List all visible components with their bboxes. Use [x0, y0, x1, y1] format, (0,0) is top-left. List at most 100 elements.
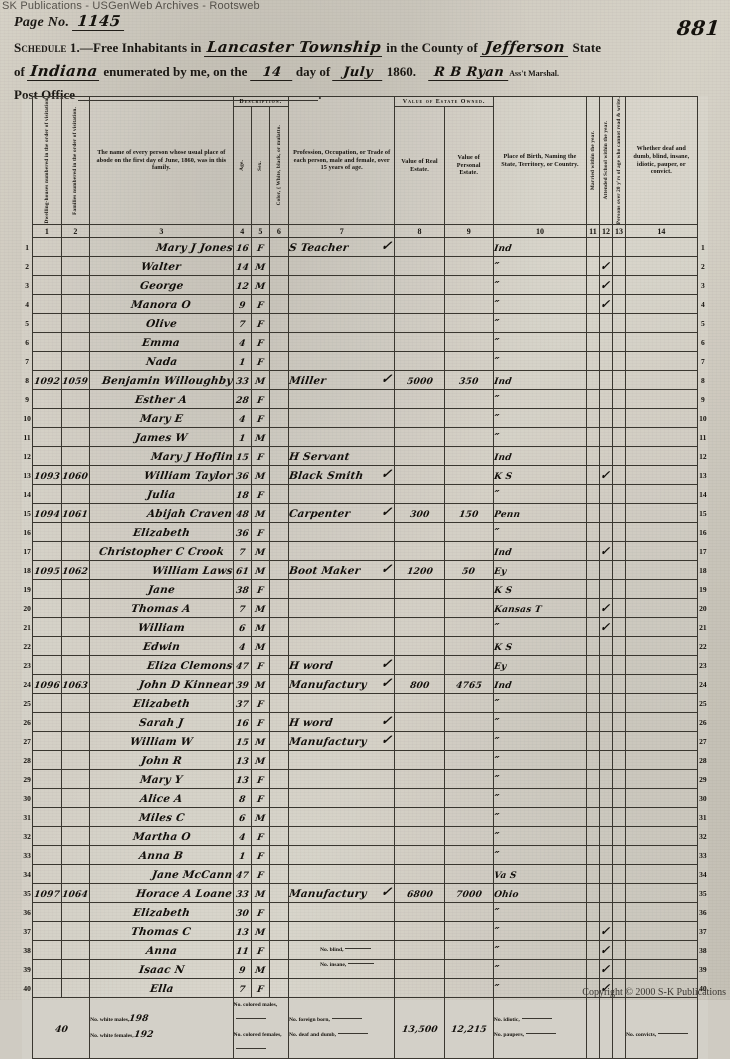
- table-row[interactable]: 3 George 12 M ″ ✓ 3: [22, 275, 708, 296]
- person-name-value: Ella: [148, 983, 174, 996]
- table-row[interactable]: 21 William 6 M ″ ✓ 21: [22, 617, 708, 638]
- table-row[interactable]: 9 Esther A 28 F ″ 9: [22, 389, 708, 410]
- person-name: Edwin: [89, 636, 234, 657]
- infirmity: [624, 560, 698, 581]
- color: [268, 522, 289, 543]
- table-row[interactable]: 37 Thomas C 13 M ″ ✓ 37: [22, 921, 708, 942]
- table-row[interactable]: 14 Julia 18 F ″ 14: [22, 484, 708, 505]
- table-row[interactable]: 39 Isaac N 9 M ″ ✓ 39: [22, 959, 708, 980]
- row-number-right: 17: [699, 546, 707, 556]
- occupation: [287, 351, 396, 372]
- row-number-right: 5: [700, 318, 705, 328]
- table-row[interactable]: 20 Thomas A 7 M Kansas T ✓ 20: [22, 598, 708, 619]
- occupation: [287, 313, 396, 334]
- dwelling-number: [32, 750, 62, 771]
- table-row[interactable]: 2 Walter 14 M ″ ✓ 2: [22, 256, 708, 277]
- color: [268, 484, 289, 505]
- col1-header: Dwelling-houses numbered in the order of…: [43, 97, 50, 224]
- table-row[interactable]: 22 Edwin 4 M K S 22: [22, 636, 708, 657]
- occupation: Manufactury ✓: [287, 674, 396, 695]
- married-within-year: [586, 313, 600, 334]
- row-number-right: 36: [699, 907, 707, 917]
- table-row[interactable]: 12 Mary J Hoflin 15 F H Servant Ind 12: [22, 446, 708, 467]
- colnum-5: 5: [250, 224, 270, 239]
- occupation: [287, 845, 396, 866]
- table-row[interactable]: 16 Elizabeth 36 F ″ 16: [22, 522, 708, 543]
- table-row[interactable]: 23 Eliza Clemons 47 F H word ✓ Ey 23: [22, 655, 708, 676]
- person-name-value: Edwin: [141, 641, 181, 654]
- sex: F: [250, 826, 270, 847]
- table-row[interactable]: 4 Manora O 9 F ″ ✓ 4: [22, 294, 708, 315]
- real-estate-value-value: 6800: [405, 890, 434, 901]
- table-row[interactable]: 26 Sarah J 16 F H word ✓ ″ 26: [22, 712, 708, 733]
- color: [268, 826, 289, 847]
- place-of-birth-value: K S: [493, 586, 513, 597]
- table-row[interactable]: 33 Anna B 1 F ″ 33: [22, 845, 708, 866]
- age-value: 1: [238, 852, 247, 863]
- sex-value: F: [256, 529, 265, 540]
- color: [268, 427, 289, 448]
- colnum-10: 10: [492, 224, 588, 239]
- table-row[interactable]: 34 Jane McCann 47 F Va S 34: [22, 864, 708, 885]
- place-of-birth: Ind: [492, 370, 588, 391]
- table-row[interactable]: 8 1092 1059 Benjamin Willoughby 33 M Miller ✓ 50…: [22, 370, 708, 391]
- attended-school: [598, 560, 614, 581]
- real-estate-value: [394, 788, 445, 809]
- table-row[interactable]: 19 Jane 38 F K S 19: [22, 579, 708, 600]
- age: 9: [232, 294, 252, 315]
- table-row[interactable]: 35 1097 1064 Horace A Loane 33 M Manufactury ✓ 6…: [22, 883, 708, 904]
- table-row[interactable]: 7 Nada 1 F ″ 7: [22, 351, 708, 372]
- row-number-left: 22: [23, 641, 31, 651]
- table-row[interactable]: 29 Mary Y 13 F ″ 29: [22, 769, 708, 790]
- table-row[interactable]: 6 Emma 4 F ″ 6: [22, 332, 708, 353]
- family-number: [60, 731, 91, 752]
- table-row[interactable]: 18 1095 1062 William Laws 61 M Boot Maker ✓ 1200…: [22, 560, 708, 581]
- color: [268, 256, 289, 277]
- table-row[interactable]: 1 Mary J Jones 16 F S Teacher ✓ Ind 1: [22, 237, 708, 258]
- col4-header: Age.: [239, 160, 246, 171]
- cannot-read-write: [612, 883, 626, 904]
- personal-estate-value: [443, 522, 494, 543]
- person-name-value: William: [137, 622, 186, 635]
- table-row[interactable]: 40 Ella 7 F ″ ✓ 40: [22, 978, 708, 999]
- table-row[interactable]: 17 Christopher C Crook 7 M Ind ✓ 17: [22, 541, 708, 562]
- row-number-right: 27: [699, 736, 707, 746]
- table-row[interactable]: 15 1094 1061 Abijah Craven 48 M Carpenter ✓ 300 1…: [22, 503, 708, 524]
- white-females-value: 192: [133, 1030, 154, 1041]
- sex-value: M: [254, 282, 267, 293]
- table-row[interactable]: 27 William W 15 M Manufactury ✓ ″ 27: [22, 731, 708, 752]
- married-within-year: [586, 598, 600, 619]
- table-row[interactable]: 36 Elizabeth 30 F ″ 36: [22, 902, 708, 923]
- table-row[interactable]: 28 John R 13 M ″ 28: [22, 750, 708, 771]
- table-row[interactable]: 13 1093 1060 William Taylor 36 M Black Smith ✓ K…: [22, 465, 708, 486]
- personal-estate-value: [443, 826, 494, 847]
- table-row[interactable]: 10 Mary E 4 F ″ 10: [22, 408, 708, 429]
- table-row[interactable]: 5 Olive 7 F ″ 5: [22, 313, 708, 334]
- table-row[interactable]: 31 Miles C 6 M ″ 31: [22, 807, 708, 828]
- infirmity: [624, 408, 698, 429]
- place-of-birth-value: K S: [493, 472, 513, 483]
- col11-header: Married within the year.: [589, 130, 596, 191]
- place-of-birth: Ind: [492, 541, 588, 562]
- table-row[interactable]: 30 Alice A 8 F ″ 30: [22, 788, 708, 809]
- sex-value: M: [254, 738, 267, 749]
- table-row[interactable]: 25 Elizabeth 37 F ″ 25: [22, 693, 708, 714]
- attended-school: [598, 769, 614, 790]
- person-name-value: Benjamin Willoughby: [101, 375, 234, 388]
- sex: F: [250, 332, 270, 353]
- real-estate-value: [394, 294, 445, 315]
- real-estate-value: 800: [394, 674, 445, 695]
- row-number-left: 11: [23, 432, 31, 442]
- table-row[interactable]: 11 James W 1 M ″ 11: [22, 427, 708, 448]
- table-row[interactable]: 24 1096 1063 John D Kinnear 39 M Manufactury ✓ 8…: [22, 674, 708, 695]
- table-row[interactable]: 32 Martha O 4 F ″ 32: [22, 826, 708, 847]
- family-number: [60, 408, 91, 429]
- attended-school: [598, 883, 614, 904]
- colnum-4: 4: [232, 224, 252, 239]
- personal-estate-value: [443, 940, 494, 961]
- attended-school: [598, 712, 614, 733]
- color: [268, 902, 289, 923]
- person-name: William: [89, 617, 234, 638]
- real-estate-value: [394, 693, 445, 714]
- personal-estate-value: [443, 636, 494, 657]
